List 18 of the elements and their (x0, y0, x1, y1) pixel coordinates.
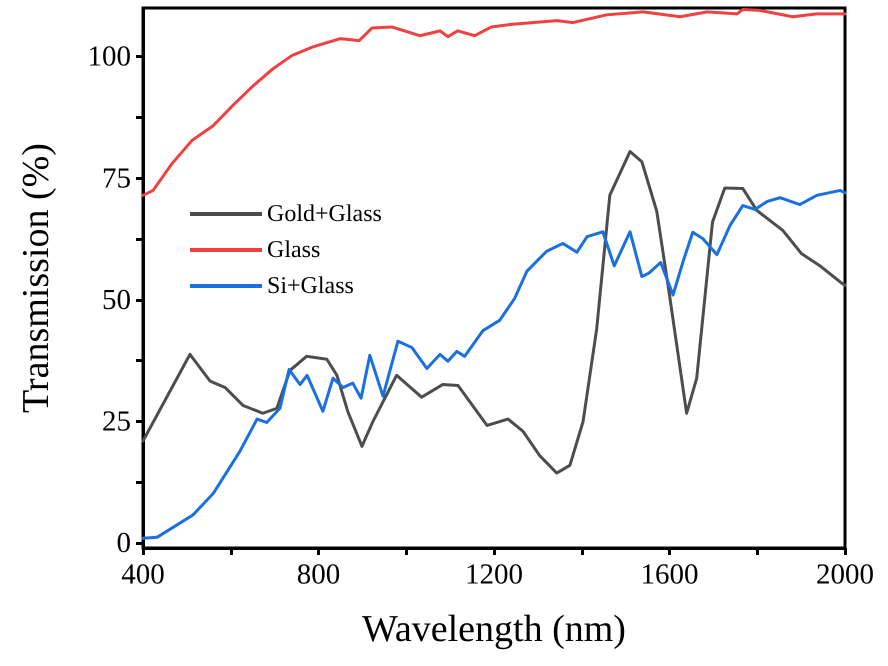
legend-label: Glass (267, 237, 320, 263)
y-tick-label: 75 (102, 162, 131, 194)
x-tick-label: 1600 (640, 558, 698, 590)
y-tick-label: 0 (116, 527, 131, 560)
line-series (142, 150, 846, 475)
x-tick-label: 800 (296, 558, 340, 590)
x-tick-label: 400 (121, 558, 165, 590)
legend-label: Gold+Glass (267, 201, 382, 227)
x-axis-title: Wavelength (nm) (362, 608, 626, 650)
y-axis-title: Transmission (%) (15, 143, 57, 413)
y-tick-label: 50 (102, 284, 131, 316)
x-tick-label: 2000 (816, 558, 874, 590)
line-series (142, 188, 846, 540)
legend-label: Si+Glass (267, 273, 354, 299)
y-tick-label: 100 (88, 40, 131, 73)
x-tick-label: 1200 (465, 558, 523, 590)
y-tick-label: 25 (102, 406, 131, 438)
line-series (142, 8, 846, 197)
